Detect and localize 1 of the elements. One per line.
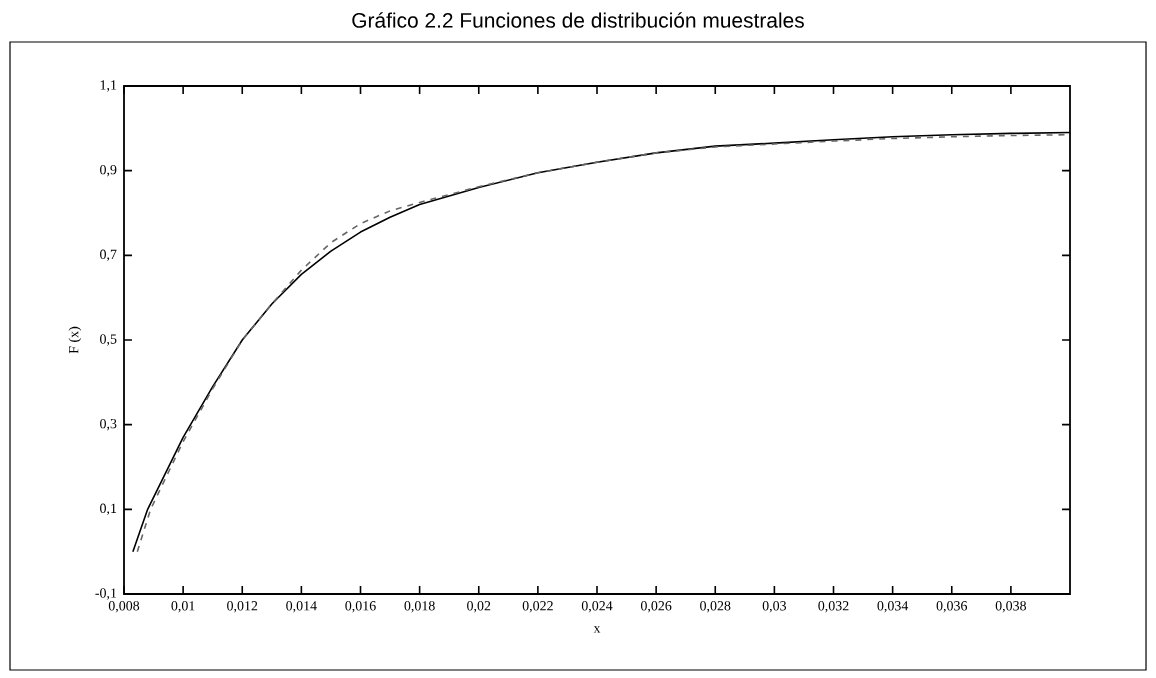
chart-title: Gráfico 2.2 Funciones de distribución muestrales — [352, 12, 804, 28]
